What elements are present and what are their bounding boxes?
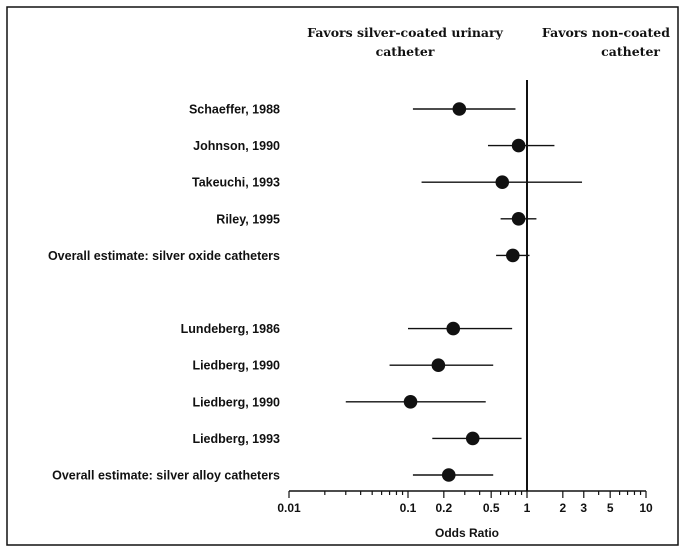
x-axis-title: Odds Ratio <box>435 526 499 540</box>
study-row: Liedberg, 1993 <box>192 431 522 446</box>
x-tick-label: 0.2 <box>435 501 452 515</box>
study-label: Overall estimate: silver alloy catheters <box>52 469 280 483</box>
study-label: Liedberg, 1993 <box>192 432 280 446</box>
study-row: Overall estimate: silver alloy catheters <box>52 468 494 483</box>
figure-frame <box>6 6 679 546</box>
x-tick-label: 2 <box>559 501 566 515</box>
x-tick-label: 0.1 <box>400 501 417 515</box>
study-row: Riley, 1995 <box>216 212 537 226</box>
study-label: Liedberg, 1990 <box>192 359 280 373</box>
study-row: Takeuchi, 1993 <box>192 175 583 190</box>
study-row: Schaeffer, 1988 <box>189 102 516 117</box>
study-label: Riley, 1995 <box>216 212 280 226</box>
odds-ratio-point <box>446 321 461 336</box>
header-left-line-2: catheter <box>376 44 435 59</box>
study-label: Lundeberg, 1986 <box>181 322 280 336</box>
study-label: Schaeffer, 1988 <box>189 103 280 117</box>
x-tick-label: 5 <box>607 501 614 515</box>
study-row: Overall estimate: silver oxide catheters <box>48 248 530 263</box>
study-label: Takeuchi, 1993 <box>192 176 280 190</box>
study-label: Overall estimate: silver oxide catheters <box>48 249 280 263</box>
study-row: Liedberg, 1990 <box>192 395 486 409</box>
x-tick-label: 3 <box>580 501 587 515</box>
odds-ratio-point <box>495 175 510 189</box>
header-left-line-1: Favors silver-coated urinary <box>307 25 503 40</box>
study-label: Johnson, 1990 <box>193 139 280 153</box>
x-tick-label: 0.01 <box>277 501 301 515</box>
odds-ratio-point <box>465 431 480 446</box>
odds-ratio-point <box>441 468 456 482</box>
odds-ratio-point <box>452 102 467 116</box>
study-label: Liedberg, 1990 <box>192 395 280 409</box>
x-tick-label: 1 <box>524 501 531 515</box>
header-right-line-1: Favors non-coated <box>542 25 670 40</box>
study-row: Lundeberg, 1986 <box>181 321 513 336</box>
odds-ratio-point <box>403 395 418 409</box>
header-right-line-2: catheter <box>601 44 660 59</box>
x-axis: 0.01 0.1 0.2 0.5 1 2 3 5 10 <box>277 80 653 515</box>
odds-ratio-point <box>511 212 526 226</box>
x-tick-label: 10 <box>639 501 653 515</box>
study-row: Johnson, 1990 <box>193 138 555 153</box>
study-rows: Schaeffer, 1988 Johnson, 1990 Takeuchi, 19… <box>48 102 583 483</box>
study-row: Liedberg, 1990 <box>192 358 494 373</box>
x-tick-label: 0.5 <box>483 501 500 515</box>
odds-ratio-point <box>511 138 526 153</box>
odds-ratio-point <box>506 248 520 263</box>
odds-ratio-point <box>431 358 446 373</box>
